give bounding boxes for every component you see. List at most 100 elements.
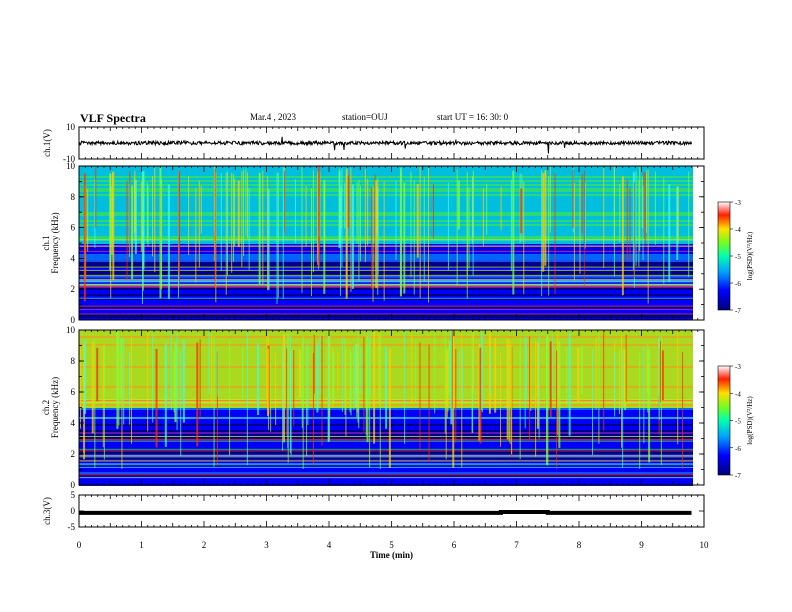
- ch2-spectrogram-band: [79, 344, 693, 346]
- ch3-waveform-xtick-label: 4: [327, 540, 332, 550]
- ch2-spectrogram-colorbar-tick-label: -7: [735, 472, 741, 480]
- ch2-spectrogram-band: [79, 462, 693, 464]
- ch1-spectrogram-band: [79, 298, 693, 300]
- ch1-spectrogram-colorbar-tick-label: -7: [735, 307, 741, 315]
- ch3-waveform-xtick-label: 5: [389, 540, 394, 550]
- ch1-spectrogram-band: [79, 172, 693, 174]
- ch1-spectrogram-band: [79, 282, 693, 284]
- ch1-spectrogram-band: [79, 248, 693, 250]
- ch1-spectrogram-band: [79, 262, 693, 264]
- ch2-spectrogram-band: [79, 332, 693, 334]
- station-label: station=OUJ: [342, 112, 388, 122]
- ch2-spectrogram-colorbar-tick-label: -3: [735, 363, 741, 371]
- ch2-spectrogram-band: [79, 342, 693, 344]
- ch2-spectrogram-ytick-label: 8: [71, 356, 76, 366]
- date-label: Mar.4 , 2023: [250, 112, 296, 122]
- ch1-spectrogram-colorbar: [717, 201, 731, 311]
- ch1-spectrogram-band: [79, 300, 693, 302]
- ch2-spectrogram-band: [79, 428, 693, 430]
- ch2-spectrogram-band: [79, 458, 693, 460]
- ch2-spectrogram-band: [79, 468, 693, 470]
- ch1-spectrogram-colorbar-tick-label: -5: [735, 253, 741, 261]
- ch2-spectrogram-band: [79, 430, 693, 432]
- ch1-spectrogram-band: [79, 306, 693, 308]
- ch2-spectrogram-band: [79, 330, 693, 332]
- ch1-spectrogram-band: [79, 256, 693, 258]
- ch2-spectrogram-ytick-label: 2: [71, 449, 76, 459]
- chart-title: VLF Spectra: [80, 111, 146, 125]
- ch3-waveform-xtick-label: 8: [577, 540, 582, 550]
- ch2-spectrogram-band: [79, 480, 693, 482]
- ch1-spectrogram-band: [79, 294, 693, 296]
- ch1-spectrogram-band: [79, 166, 693, 168]
- ch1-spectrogram-band: [79, 304, 693, 306]
- ch1-spectrogram-ytick-label: 0: [71, 315, 76, 325]
- ch1-spectrogram-band: [79, 254, 693, 256]
- ch1-spectrogram-band: [79, 204, 693, 206]
- ch1-spectrogram-band: [79, 228, 693, 230]
- ch1-spectrogram-band: [79, 272, 693, 274]
- ch3-waveform-xtick-label: 2: [202, 540, 207, 550]
- ch2-spectrogram-band: [79, 434, 693, 436]
- ch1-spectrogram-ytick-label: 10: [66, 161, 76, 171]
- ch2-spectrogram-band: [79, 476, 693, 478]
- ch1-spectrogram-band: [79, 190, 693, 192]
- ch1-spectrogram-band: [79, 226, 693, 228]
- ch2-spectrogram-ylabel: ch.2: [41, 400, 51, 415]
- ch1-spectrogram-band: [79, 206, 693, 208]
- ch1-spectrogram-colorbar-label: log(PSD)(V²/Hz): [746, 231, 754, 280]
- ch1-spectrogram-band: [79, 236, 693, 238]
- ch1-spectrogram-band: [79, 196, 693, 198]
- ch3-trace: [79, 510, 692, 515]
- ch2-spectrogram-ytick-label: 6: [71, 387, 76, 397]
- ch1-spectrogram-band: [79, 224, 693, 226]
- ch2-spectrogram-colorbar: [717, 365, 731, 476]
- ch1-spectrogram-band: [79, 288, 693, 290]
- ch2-spectrogram-ylabel: Frequency (kHz): [50, 377, 60, 438]
- ch2-spectrogram-colorbar-tick-label: -4: [735, 390, 741, 398]
- ch1-spectrogram-band: [79, 178, 693, 180]
- ch3-waveform-ylabel: ch.3(V): [42, 497, 52, 525]
- ch2-spectrogram-ytick-label: 0: [71, 480, 76, 490]
- ch3-waveform-xtick-label: 6: [452, 540, 457, 550]
- ch2-spectrogram-colorbar-tick-label: -5: [735, 418, 741, 426]
- ch1-spectrogram-band: [79, 242, 693, 244]
- ch1-spectrogram-band: [79, 290, 693, 292]
- ch1-spectrogram-ylabel: ch.1: [41, 235, 51, 250]
- ch1-trace: [78, 136, 692, 154]
- ch1-spectrogram-band: [79, 218, 693, 220]
- ch1-spectrogram-band: [79, 194, 693, 196]
- ch1-spectrogram-band: [79, 192, 693, 194]
- ch1-spectrogram-band: [79, 222, 693, 224]
- ch1-spectrogram-band: [79, 312, 693, 314]
- ch1-spectrogram-band: [79, 234, 693, 236]
- ch1-spectrogram-band: [79, 182, 693, 184]
- ch2-spectrogram-band: [79, 446, 693, 448]
- ch1-spectrogram-ytick-label: 6: [71, 223, 76, 233]
- ch1-spectrogram-band: [79, 174, 693, 176]
- ch1-spectrogram-band: [79, 318, 693, 320]
- ch1-spectrogram-band: [79, 296, 693, 298]
- ch3-waveform-ytick-label: 0: [71, 506, 76, 516]
- ch1-spectrogram-band: [79, 258, 693, 260]
- ch1-spectrogram-band: [79, 176, 693, 178]
- ch1-waveform-ylabel: ch.1(V): [42, 129, 52, 157]
- ch1-spectrogram-band: [79, 188, 693, 190]
- ch3-waveform-xtick-label: 9: [639, 540, 644, 550]
- ch1-spectrogram-band: [79, 292, 693, 294]
- ch1-spectrogram-colorbar-tick-label: -6: [735, 280, 741, 288]
- ch2-spectrogram-band: [79, 478, 693, 480]
- ch3-waveform-xtick-label: 0: [77, 540, 82, 550]
- ch1-spectrogram-band: [79, 252, 693, 254]
- ch2-spectrogram-ytick-label: 10: [66, 325, 76, 335]
- ch3-waveform-xtick-label: 10: [700, 540, 710, 550]
- ch2-spectrogram-band: [79, 338, 693, 340]
- ch1-spectrogram-band: [79, 314, 693, 316]
- ch2-spectrogram-colorbar-tick-label: -6: [735, 445, 741, 453]
- ch1-spectrogram-band: [79, 180, 693, 182]
- ch2-spectrogram-band: [79, 442, 693, 444]
- ch1-spectrogram-ytick-label: 2: [71, 284, 76, 294]
- ch2-spectrogram-band: [79, 336, 693, 338]
- ch3-waveform-xtick-label: 7: [514, 540, 519, 550]
